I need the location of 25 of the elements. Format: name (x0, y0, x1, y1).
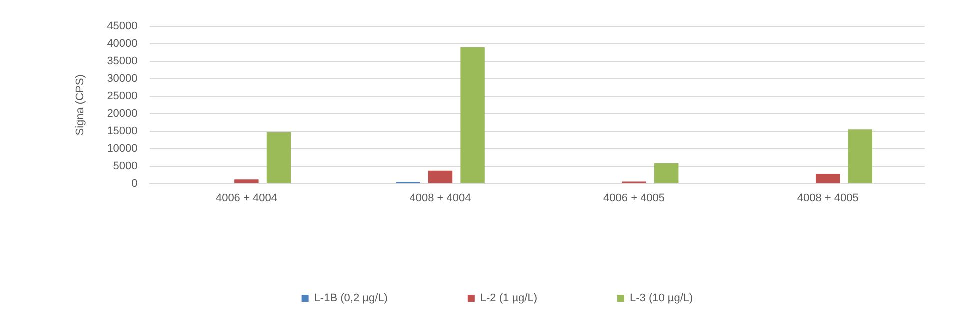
x-tick-label: 4008 + 4004 (410, 192, 472, 204)
y-tick-label: 10000 (107, 142, 138, 155)
legend-label: L-1B (0,2 µg/L) (314, 292, 388, 305)
bar (816, 174, 840, 184)
y-tick-label: 15000 (107, 125, 138, 138)
y-tick-label: 20000 (107, 108, 138, 120)
bar (266, 132, 292, 184)
y-tick-label: 25000 (107, 90, 138, 102)
y-tick-label: 45000 (107, 20, 138, 33)
legend-label: L-3 (10 µg/L) (630, 292, 694, 305)
x-tick-label: 4006 + 4005 (604, 192, 666, 204)
bar (234, 180, 259, 184)
bar (460, 48, 485, 184)
x-tick-label: 4006 + 4004 (216, 192, 278, 204)
x-tick-label: 4008 + 4005 (797, 192, 859, 204)
y-tick-label: 30000 (107, 73, 138, 86)
bar (848, 130, 873, 184)
bar (654, 164, 679, 184)
legend-label: L-2 (1 µg/L) (480, 292, 538, 305)
y-tick-label: 40000 (107, 38, 138, 50)
bar (428, 170, 453, 184)
y-tick-label: 0 (132, 178, 138, 190)
y-axis-title: Signa (CPS) (74, 74, 87, 136)
y-tick-label: 35000 (107, 56, 138, 68)
y-tick-label: 5000 (113, 160, 138, 172)
